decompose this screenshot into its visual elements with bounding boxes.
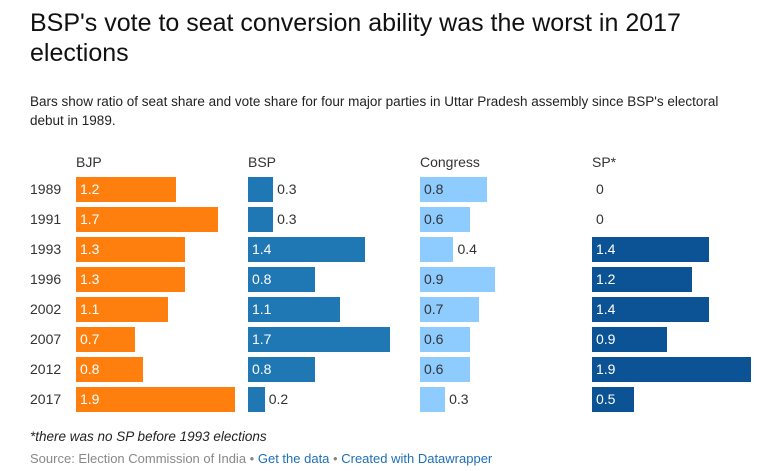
value-label: 0.3 — [277, 181, 297, 197]
year-label: 1996 — [30, 271, 62, 287]
value-label: 1.2 — [596, 271, 616, 287]
value-label: 0.7 — [424, 301, 444, 317]
value-label: 0.8 — [252, 361, 272, 377]
separator: • — [333, 451, 338, 466]
value-label: 1.4 — [252, 241, 272, 257]
bar-bsp-2007 — [248, 327, 391, 352]
value-label: 1.9 — [80, 391, 100, 407]
value-label: 0.9 — [424, 271, 444, 287]
value-label: 1.3 — [80, 271, 100, 287]
series-header-congress: Congress — [420, 154, 480, 170]
bar-bjp-1991 — [76, 207, 219, 232]
bar-congress-2002 — [420, 297, 479, 322]
value-label: 0.6 — [424, 361, 444, 377]
value-label: 1.1 — [252, 301, 272, 317]
bar-bjp-2012 — [76, 357, 143, 382]
year-label: 1991 — [30, 211, 62, 227]
bar-bjp-1993 — [76, 237, 185, 262]
year-label: 2017 — [30, 391, 62, 407]
value-label: 0 — [596, 181, 604, 197]
series-header-sp: SP* — [592, 154, 617, 170]
value-label: 0.4 — [457, 241, 477, 257]
value-label: 0.8 — [424, 181, 444, 197]
bar-congress-1991 — [420, 207, 471, 232]
bar-sp-2012 — [592, 357, 751, 382]
year-label: 2002 — [30, 301, 62, 317]
year-label: 1989 — [30, 181, 62, 197]
bar-bjp-2002 — [76, 297, 168, 322]
value-label: 1.4 — [596, 241, 616, 257]
bar-sp-2002 — [592, 297, 710, 322]
bar-congress-1993 — [420, 237, 454, 262]
bar-congress-1996 — [420, 267, 496, 292]
bar-bsp-2002 — [248, 297, 340, 322]
value-label: 1.7 — [80, 211, 100, 227]
bar-bsp-1991 — [248, 207, 274, 232]
footnote: *there was no SP before 1993 elections — [30, 429, 267, 444]
value-label: 0.6 — [424, 211, 444, 227]
bar-congress-2007 — [420, 327, 471, 352]
value-label: 0.2 — [268, 391, 289, 407]
bar-bjp-2007 — [76, 327, 135, 352]
bar-sp-1996 — [592, 267, 693, 292]
bar-bjp-2017 — [76, 387, 235, 412]
bar-bsp-1996 — [248, 267, 315, 292]
value-label: 0.3 — [277, 211, 297, 227]
value-label: 0.5 — [596, 391, 616, 407]
year-label: 2012 — [30, 361, 62, 377]
series-header-bjp: BJP — [76, 154, 102, 170]
value-label: 1.7 — [252, 331, 272, 347]
bar-sp-2017 — [592, 387, 634, 412]
bar-bjp-1996 — [76, 267, 185, 292]
year-label: 2007 — [30, 331, 62, 347]
value-label: 1.4 — [596, 301, 616, 317]
source-line: Source: Election Commission of India • G… — [30, 451, 492, 466]
value-label: 0 — [596, 211, 604, 227]
value-label: 1.9 — [596, 361, 616, 377]
datawrapper-link[interactable]: Created with Datawrapper — [341, 451, 493, 466]
value-label: 1.2 — [80, 181, 100, 197]
value-label: 1.1 — [80, 301, 100, 317]
chart-subtitle: Bars show ratio of seat share and vote s… — [30, 94, 719, 128]
get-data-link[interactable]: Get the data — [257, 451, 330, 466]
bar-bsp-2012 — [248, 357, 315, 382]
bar-congress-2017 — [420, 387, 446, 412]
value-label: 0.3 — [449, 391, 469, 407]
year-label: 1993 — [30, 241, 62, 257]
bar-bsp-1993 — [248, 237, 366, 262]
bar-bjp-1989 — [76, 177, 177, 202]
bar-congress-2012 — [420, 357, 471, 382]
bar-sp-1993 — [592, 237, 710, 262]
chart-title: BSP's vote to seat conversion ability wa… — [30, 9, 681, 67]
value-label: 0.6 — [424, 331, 444, 347]
value-label: 0.8 — [80, 361, 100, 377]
value-label: 0.9 — [596, 331, 616, 347]
bar-bsp-2017 — [248, 387, 265, 412]
separator: • — [249, 451, 255, 466]
value-label: 0.7 — [80, 331, 100, 347]
series-header-bsp: BSP — [248, 154, 277, 170]
source-text: Source: Election Commission of India — [30, 451, 247, 466]
value-label: 0.8 — [252, 271, 272, 287]
bar-chart: 1989 1991 1993 1996 2002 2007 2012 2017 BJP 1.2 1.… — [0, 150, 757, 420]
value-label: 1.3 — [80, 241, 100, 257]
bar-sp-2007 — [592, 327, 668, 352]
bar-bsp-1989 — [248, 177, 274, 202]
bar-congress-1989 — [420, 177, 487, 202]
